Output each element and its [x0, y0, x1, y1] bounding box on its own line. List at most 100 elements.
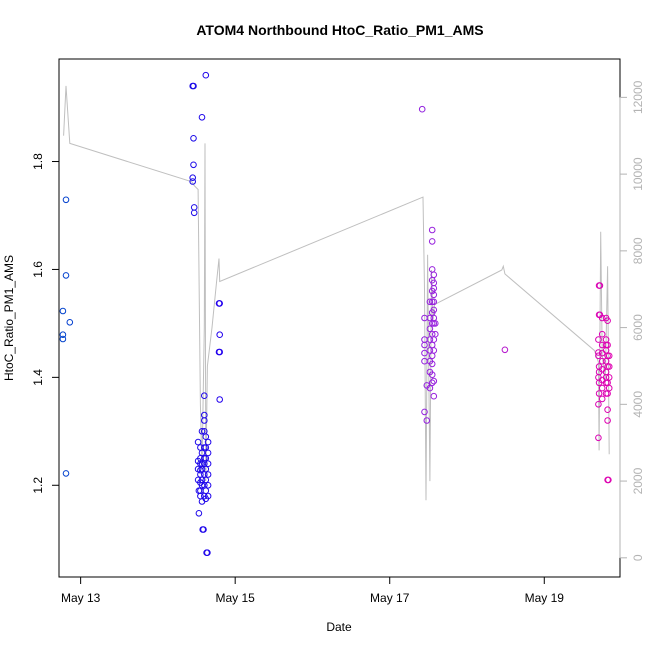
data-point: [421, 341, 428, 349]
data-point: [430, 306, 438, 314]
data-point: [189, 178, 196, 185]
data-point: [598, 314, 606, 322]
data-point: [432, 330, 439, 338]
data-point: [605, 384, 613, 392]
data-point: [430, 347, 438, 354]
y2-tick-label: 4000: [631, 391, 645, 418]
y2-tick-label: 6000: [631, 314, 645, 341]
data-point: [202, 455, 210, 462]
data-point: [66, 319, 74, 326]
axes-layer: May 13 May 15 May 17 May 19 1.2 1.4 1.6 1.8 0 200…: [31, 80, 645, 605]
x-tick-label: May 17: [370, 591, 410, 605]
data-point: [62, 272, 70, 279]
data-point: [430, 271, 438, 279]
y2-tick-label: 12000: [631, 80, 645, 114]
y-tick-label: 1.4: [31, 369, 45, 386]
data-point: [595, 434, 602, 442]
data-point: [426, 314, 434, 322]
data-point: [204, 471, 212, 478]
data-point: [198, 114, 206, 121]
data-point: [204, 449, 212, 457]
data-point: [432, 320, 439, 327]
data-point: [59, 331, 67, 339]
x-axis-label: Date: [326, 620, 352, 634]
data-point: [605, 352, 613, 360]
x-tick-label: May 13: [61, 591, 101, 605]
x-tick-label: May 15: [216, 591, 256, 605]
data-point: [430, 298, 438, 306]
data-point: [202, 465, 210, 473]
data-point: [595, 390, 603, 397]
y-tick-label: 1.2: [31, 477, 45, 494]
data-point: [605, 363, 613, 370]
data-point: [59, 307, 67, 315]
data-point: [190, 161, 197, 169]
data-point: [595, 336, 602, 343]
data-point: [426, 347, 434, 354]
data-point: [198, 482, 206, 489]
data-point: [604, 341, 611, 349]
data-point: [605, 476, 612, 484]
data-point: [421, 408, 428, 416]
data-point: [194, 438, 202, 446]
data-point: [426, 298, 434, 306]
data-point: [190, 135, 197, 142]
data-point: [426, 384, 434, 392]
data-point: [216, 348, 223, 356]
data-point: [430, 392, 438, 400]
data-point: [430, 285, 438, 292]
data-point: [426, 325, 434, 333]
data-point: [216, 331, 223, 339]
data-point: [604, 317, 611, 325]
data-point: [201, 392, 208, 400]
right-axis-series-line: [63, 85, 610, 501]
data-point: [201, 417, 208, 424]
data-point: [204, 460, 212, 468]
data-point: [202, 476, 210, 484]
data-point: [202, 71, 210, 79]
data-point: [605, 374, 613, 381]
data-point: [428, 238, 436, 245]
data-point: [595, 401, 602, 408]
data-point: [62, 196, 70, 204]
data-point: [423, 417, 431, 424]
data-point: [204, 492, 212, 500]
data-point: [598, 384, 606, 392]
data-point: [198, 449, 206, 457]
data-point: [421, 349, 428, 357]
data-point: [501, 346, 509, 354]
right-axis-series-layer: [63, 85, 610, 501]
data-point: [430, 291, 438, 299]
data-point: [204, 549, 211, 557]
data-point: [418, 105, 426, 113]
data-point: [598, 357, 606, 365]
data-point: [598, 395, 606, 403]
data-point: [204, 482, 212, 489]
data-point: [595, 349, 602, 356]
data-point: [202, 433, 210, 441]
y-axis-label: HtoC_Ratio_PM1_AMS: [2, 255, 16, 381]
y2-tick-label: 2000: [631, 467, 645, 494]
data-point: [428, 371, 436, 379]
y2-tick-label: 8000: [631, 237, 645, 264]
data-point: [198, 428, 206, 435]
data-point: [190, 209, 198, 217]
data-point: [189, 174, 196, 181]
data-point: [428, 226, 436, 234]
data-point: [190, 82, 197, 90]
data-point: [428, 379, 436, 387]
data-point: [604, 406, 611, 414]
data-point: [59, 335, 67, 343]
data-point: [604, 417, 611, 424]
data-point: [202, 487, 210, 495]
data-point: [598, 330, 606, 338]
data-point: [428, 360, 436, 368]
data-point: [195, 510, 203, 517]
x-tick-label: May 19: [525, 591, 565, 605]
y-tick-label: 1.8: [31, 153, 45, 170]
data-point: [430, 377, 438, 385]
data-point: [426, 336, 434, 343]
data-point: [216, 300, 223, 307]
data-point: [202, 444, 210, 451]
